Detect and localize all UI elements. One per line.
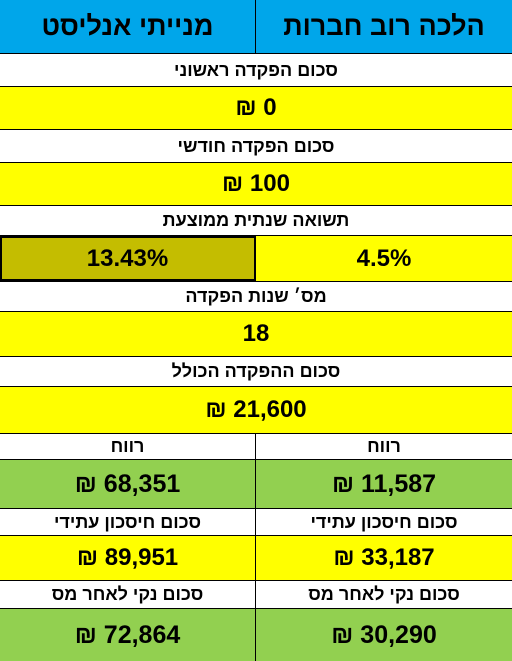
years-value-row: 18 <box>0 312 512 357</box>
total-deposit-label[interactable]: סכום ההפקדה הכולל <box>0 357 512 386</box>
future-savings-value-row: 33,187 ₪ 89,951 ₪ <box>0 536 512 581</box>
net-after-tax-left[interactable]: 72,864 ₪ <box>0 609 256 661</box>
monthly-deposit-value[interactable]: 100 ₪ <box>0 163 512 205</box>
monthly-deposit-label-row: סכום הפקדה חודשי <box>0 130 512 163</box>
avg-return-label[interactable]: תשואה שנתית ממוצעת <box>0 206 512 235</box>
header-right-title[interactable]: הלכה רוב חברות <box>256 0 512 53</box>
initial-deposit-label[interactable]: סכום הפקדה ראשוני <box>0 54 512 86</box>
future-savings-label-right[interactable]: סכום חיסכון עתידי <box>256 509 512 535</box>
profit-value-row: 11,587 ₪ 68,351 ₪ <box>0 460 512 509</box>
future-savings-left[interactable]: 89,951 ₪ <box>0 536 256 580</box>
avg-return-value-row: 4.5% 13.43% <box>0 236 512 282</box>
header-left-title[interactable]: מנייתי אנליסט <box>0 0 256 53</box>
profit-right[interactable]: 11,587 ₪ <box>256 460 512 508</box>
profit-label-left[interactable]: רווח <box>0 434 256 459</box>
profit-label-right[interactable]: רווח <box>256 434 512 459</box>
avg-return-left-selected[interactable]: 13.43% <box>0 236 256 281</box>
avg-return-right[interactable]: 4.5% <box>256 236 512 281</box>
years-label[interactable]: מס׳ שנות הפקדה <box>0 282 512 311</box>
net-after-tax-label-left[interactable]: סכום נקי לאחר מס <box>0 581 256 608</box>
future-savings-right[interactable]: 33,187 ₪ <box>256 536 512 580</box>
profit-left[interactable]: 68,351 ₪ <box>0 460 256 508</box>
total-deposit-label-row: סכום ההפקדה הכולל <box>0 357 512 387</box>
net-after-tax-label-right[interactable]: סכום נקי לאחר מס <box>256 581 512 608</box>
net-after-tax-value-row: 30,290 ₪ 72,864 ₪ <box>0 609 512 661</box>
net-after-tax-label-row: סכום נקי לאחר מס סכום נקי לאחר מס <box>0 581 512 609</box>
monthly-deposit-label[interactable]: סכום הפקדה חודשי <box>0 130 512 162</box>
header-row: הלכה רוב חברות מנייתי אנליסט <box>0 0 512 54</box>
net-after-tax-right[interactable]: 30,290 ₪ <box>256 609 512 661</box>
profit-label-row: רווח רווח <box>0 434 512 460</box>
years-label-row: מס׳ שנות הפקדה <box>0 282 512 312</box>
initial-deposit-value-row: 0 ₪ <box>0 87 512 130</box>
total-deposit-value-row: 21,600 ₪ <box>0 387 512 434</box>
future-savings-label-left[interactable]: סכום חיסכון עתידי <box>0 509 256 535</box>
monthly-deposit-value-row: 100 ₪ <box>0 163 512 206</box>
avg-return-label-row: תשואה שנתית ממוצעת <box>0 206 512 236</box>
years-value[interactable]: 18 <box>0 312 512 356</box>
initial-deposit-label-row: סכום הפקדה ראשוני <box>0 54 512 87</box>
total-deposit-value[interactable]: 21,600 ₪ <box>0 387 512 433</box>
future-savings-label-row: סכום חיסכון עתידי סכום חיסכון עתידי <box>0 509 512 536</box>
initial-deposit-value[interactable]: 0 ₪ <box>0 87 512 129</box>
